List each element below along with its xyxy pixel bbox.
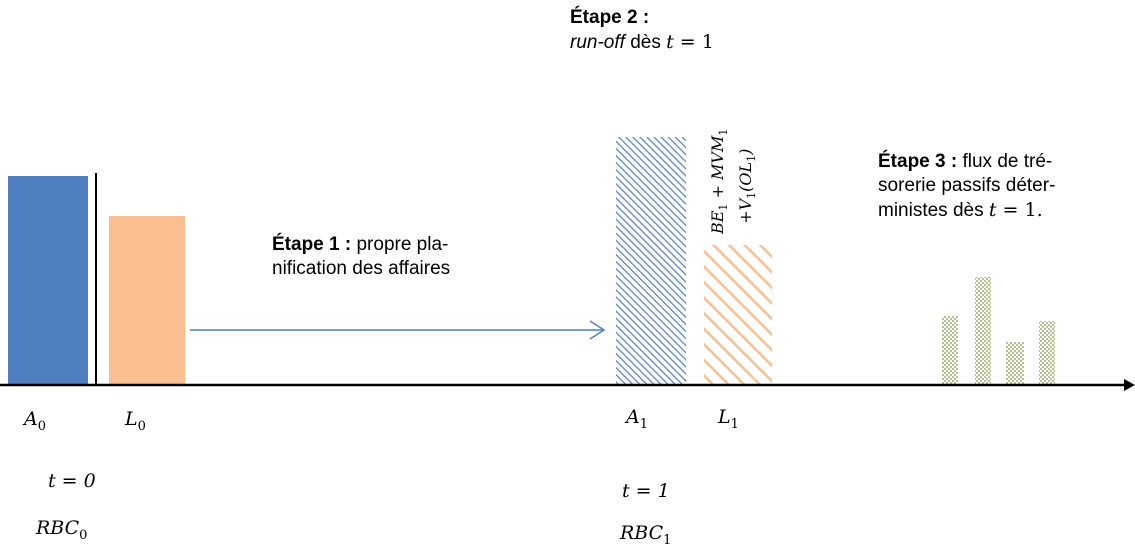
liability-bar-t1 bbox=[704, 245, 772, 384]
step3-title: Étape 3 : bbox=[878, 151, 958, 172]
step3-line2: sorerie passifs déter- bbox=[878, 175, 1056, 196]
formula-v-sub: 1 bbox=[745, 191, 759, 199]
label-l1-sub: 1 bbox=[730, 416, 739, 432]
formula-v: +V bbox=[736, 198, 756, 224]
formula-mvm: + MVM bbox=[708, 135, 727, 204]
label-l0: L0 bbox=[125, 408, 146, 434]
step2-runoff: run-off bbox=[570, 32, 625, 53]
label-a0-base: A bbox=[24, 408, 38, 430]
cashflow-bar-1 bbox=[942, 316, 958, 384]
step1-note: Étape 1 : propre pla- nification des aff… bbox=[272, 233, 572, 281]
step2-rest: dès bbox=[624, 32, 667, 53]
label-t1: t = 1 bbox=[622, 480, 670, 502]
asset-bar-t1 bbox=[616, 137, 686, 384]
liability-bar-t0 bbox=[109, 216, 185, 385]
label-a0-sub: 0 bbox=[37, 418, 47, 434]
cashflow-bar-2 bbox=[975, 277, 991, 384]
step3-line3: ministes dès bbox=[878, 200, 989, 221]
label-t0: t = 0 bbox=[48, 470, 96, 492]
asset-bar-t0 bbox=[8, 176, 88, 385]
formula-ol: (OL bbox=[736, 161, 756, 192]
formula-mvm-sub: 1 bbox=[717, 128, 731, 136]
label-rbc1-sub: 1 bbox=[663, 532, 672, 548]
cashflow-bar-3 bbox=[1006, 342, 1024, 384]
label-rbc0: RBC0 bbox=[36, 517, 87, 543]
step3-line1: flux de tré- bbox=[957, 151, 1053, 172]
label-l0-sub: 0 bbox=[137, 418, 146, 434]
label-rbc1-base: RBC bbox=[620, 522, 664, 544]
label-a0: A0 bbox=[24, 408, 46, 434]
label-l1-base: L bbox=[718, 406, 731, 428]
label-l1: L1 bbox=[718, 406, 739, 432]
step2-t: t bbox=[666, 31, 674, 53]
label-l0-base: L bbox=[125, 408, 138, 430]
step1-title: Étape 1 : bbox=[272, 234, 352, 255]
step1-arrow bbox=[190, 320, 606, 340]
step3-t: t bbox=[988, 199, 997, 221]
step2-note: Étape 2 : run-off dès t = 1 bbox=[570, 6, 830, 55]
step2-eq: = 1 bbox=[673, 31, 714, 53]
label-rbc1: RBC1 bbox=[620, 522, 671, 548]
step1-line2: nification des affaires bbox=[272, 258, 451, 279]
time-axis bbox=[0, 379, 1135, 391]
formula-be: BE bbox=[708, 210, 727, 234]
step3-note: Étape 3 : flux de tré- sorerie passifs d… bbox=[878, 150, 1128, 223]
label-a1-base: A bbox=[626, 406, 640, 428]
formula-be-sub: 1 bbox=[717, 203, 731, 211]
formula-ol-sub: 1 bbox=[745, 154, 759, 162]
label-rbc0-base: RBC bbox=[36, 517, 80, 539]
formula-close: ) bbox=[736, 148, 756, 155]
step2-title: Étape 2 : bbox=[570, 7, 650, 28]
step3-eq: = 1. bbox=[996, 199, 1043, 221]
cashflow-bar-4 bbox=[1039, 321, 1055, 384]
label-rbc0-sub: 0 bbox=[79, 527, 88, 543]
step1-line1: propre pla- bbox=[351, 234, 449, 255]
label-a1: A1 bbox=[626, 406, 648, 432]
label-a1-sub: 1 bbox=[639, 416, 649, 432]
